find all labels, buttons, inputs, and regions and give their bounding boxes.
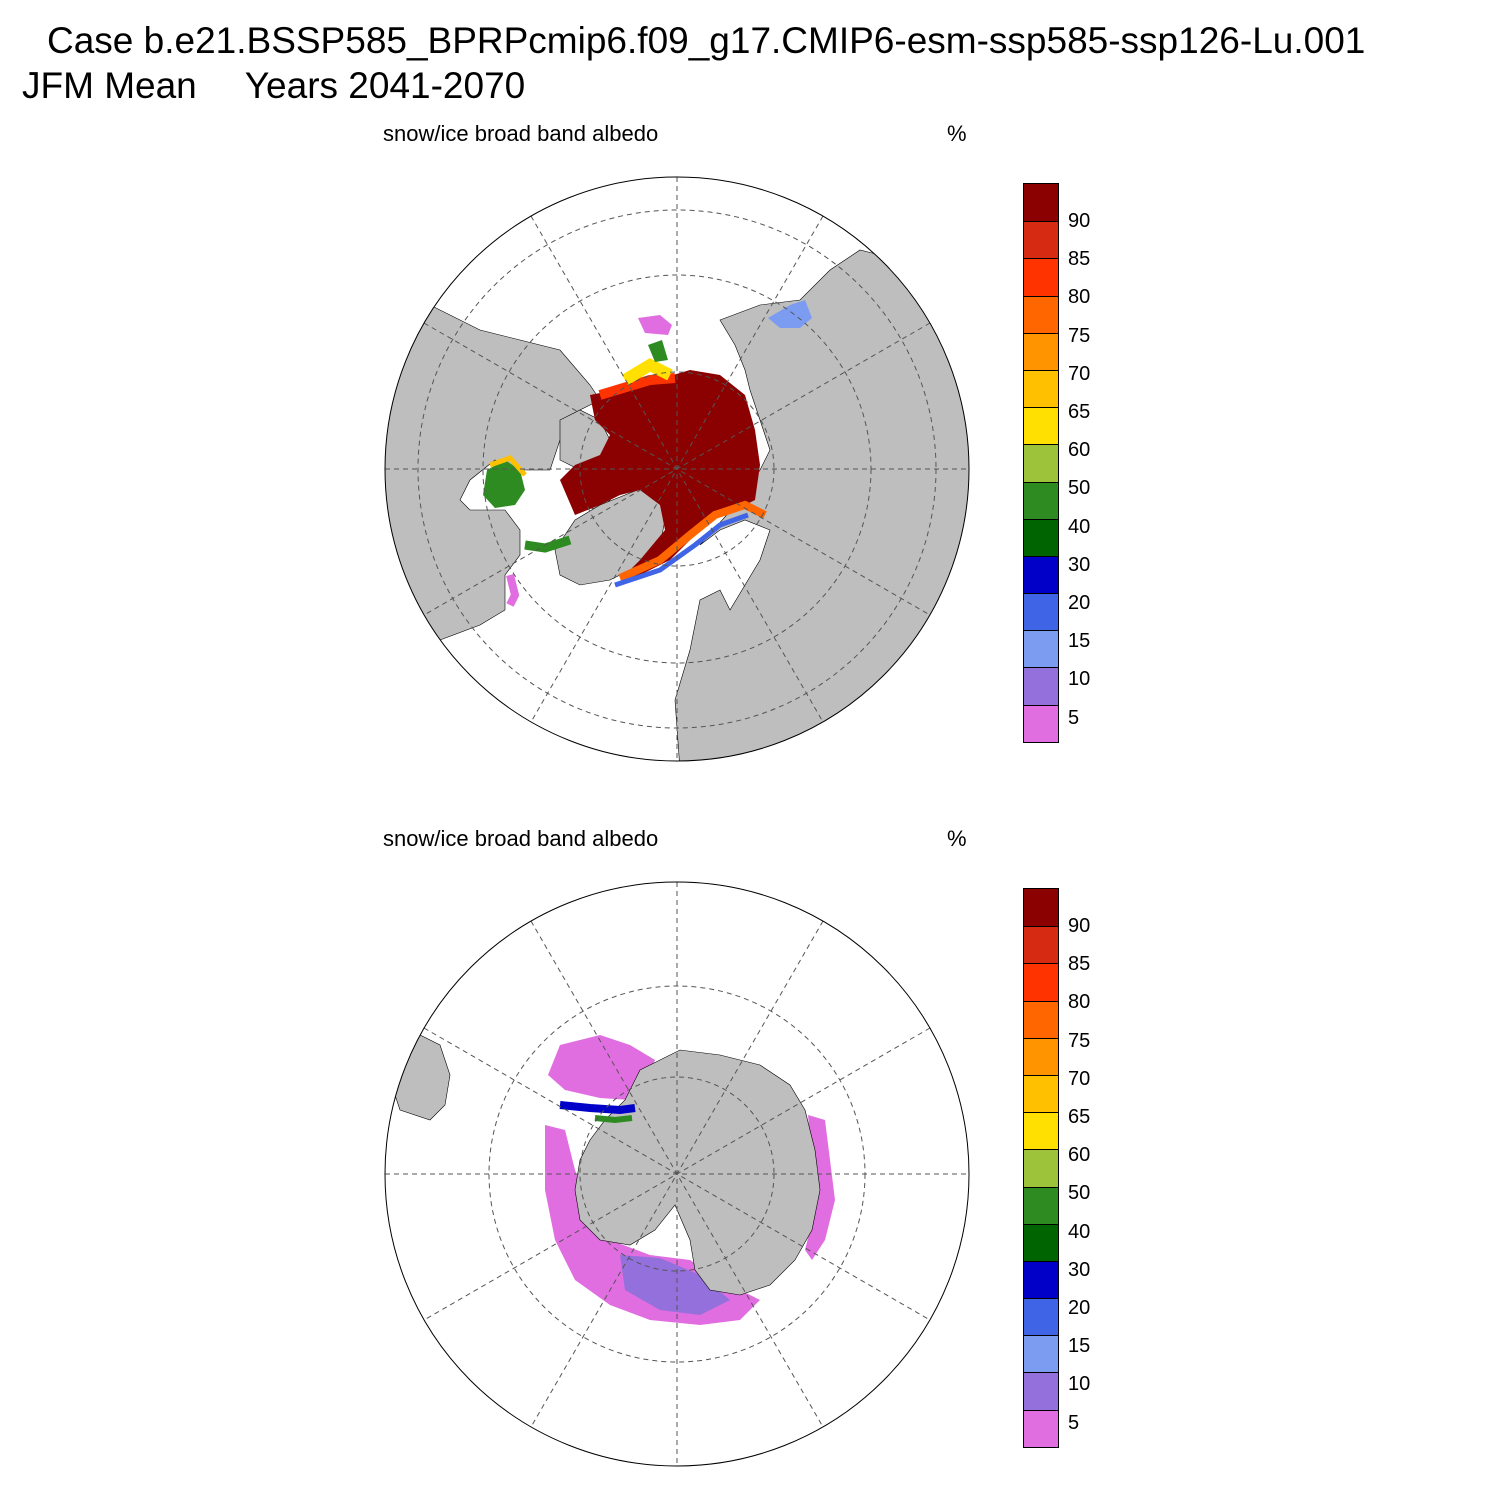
colorbar-tick-label: 75 (1068, 1029, 1091, 1052)
north-colorbar (1023, 183, 1059, 743)
colorbar-tick-label: 30 (1068, 553, 1091, 576)
south-colorbar-swatch (1024, 889, 1058, 927)
north-ice-edge-labrador (524, 535, 572, 553)
colorbar-tick-label: 85 (1068, 248, 1091, 271)
colorbar-tick-label: 90 (1068, 915, 1091, 937)
colorbar-tick-label: 50 (1068, 477, 1091, 500)
colorbar-tick-label: 75 (1068, 324, 1091, 347)
south-colorbar-swatch (1024, 1149, 1058, 1187)
north-colorbar-swatch (1024, 295, 1058, 333)
south-ice-weddell (548, 1035, 655, 1100)
south-colorbar-swatch (1024, 1074, 1058, 1113)
north-panel-units: % (947, 121, 967, 146)
years-label: Years 2041-2070 (244, 65, 526, 106)
south-panel-title: snow/ice broad band albedo (383, 826, 659, 851)
south-ice-weddell-band (559, 1101, 636, 1115)
north-colorbar-swatch (1024, 593, 1058, 631)
north-land-north-america (385, 299, 601, 641)
north-colorbar-swatch (1024, 407, 1058, 445)
south-colorbar-swatch (1024, 963, 1058, 1001)
south-colorbar-swatch (1024, 1000, 1058, 1038)
south-colorbar-swatch (1024, 1186, 1058, 1224)
colorbar-tick-label: 15 (1068, 630, 1091, 653)
colorbar-tick-label: 5 (1068, 1411, 1080, 1434)
sub-title: JFM Mean Years 2041-2070 (22, 65, 525, 107)
colorbar-tick-label: 20 (1068, 592, 1091, 614)
north-map-border (384, 176, 970, 762)
colorbar-tick-label: 80 (1068, 286, 1091, 309)
colorbar-tick-label: 70 (1068, 362, 1091, 385)
north-ice-edge-yellow (621, 358, 673, 386)
south-colorbar-swatch (1024, 1223, 1058, 1261)
north-ice-bering (638, 315, 672, 335)
south-ice-weddell-green (594, 1115, 633, 1124)
colorbar-tick-label: 15 (1068, 1335, 1091, 1358)
south-colorbar-swatch (1024, 1409, 1058, 1447)
south-land-antarctica (574, 1049, 821, 1296)
south-graticule (385, 882, 969, 1466)
north-ice-hudson-bay (483, 460, 525, 508)
colorbar-tick-label: 5 (1068, 706, 1080, 729)
north-colorbar-swatch (1024, 332, 1058, 370)
south-ice-ross (620, 1255, 730, 1315)
north-colorbar-swatch (1024, 630, 1058, 668)
colorbar-tick-label: 10 (1068, 1373, 1091, 1396)
north-ice-edge-labrador-pink (506, 574, 520, 607)
colorbar-tick-label: 90 (1068, 210, 1091, 232)
north-colorbar-swatch (1024, 704, 1058, 742)
north-colorbar-swatch (1024, 258, 1058, 296)
north-colorbar-swatch (1024, 481, 1058, 519)
north-panel-title: snow/ice broad band albedo (383, 121, 659, 146)
north-colorbar-swatch (1024, 555, 1058, 594)
south-colorbar-swatch (1024, 1260, 1058, 1299)
south-land-south-america (389, 1034, 451, 1121)
colorbar-tick-label: 30 (1068, 1258, 1091, 1281)
colorbar-tick-label: 65 (1068, 1106, 1091, 1128)
south-map-border (384, 881, 970, 1467)
north-colorbar-swatch (1024, 184, 1058, 222)
colorbar-tick-label: 20 (1068, 1297, 1091, 1319)
south-colorbar-swatch (1024, 1335, 1058, 1373)
south-colorbar (1023, 888, 1059, 1448)
colorbar-tick-label: 40 (1068, 515, 1091, 538)
north-graticule (385, 177, 969, 761)
colorbar-tick-label: 40 (1068, 1220, 1091, 1243)
south-colorbar-swatch (1024, 1298, 1058, 1336)
north-colorbar-swatch (1024, 221, 1058, 259)
colorbar-tick-label: 85 (1068, 953, 1091, 976)
south-colorbar-swatch (1024, 1112, 1058, 1150)
north-colorbar-swatch (1024, 369, 1058, 408)
south-colorbar-swatch (1024, 1372, 1058, 1410)
south-panel-units: % (947, 826, 967, 851)
south-polar-map (384, 881, 970, 1467)
north-ice-edge-atlantic-blue (614, 512, 749, 588)
colorbar-tick-label: 60 (1068, 1144, 1091, 1167)
colorbar-tick-label: 60 (1068, 439, 1091, 462)
colorbar-tick-label: 70 (1068, 1067, 1091, 1090)
north-colorbar-swatch (1024, 518, 1058, 556)
colorbar-tick-label: 50 (1068, 1182, 1091, 1205)
north-colorbar-swatch (1024, 444, 1058, 482)
north-colorbar-swatch (1024, 667, 1058, 705)
colorbar-tick-label: 65 (1068, 401, 1091, 423)
case-title: Case b.e21.BSSP585_BPRPcmip6.f09_g17.CMI… (47, 20, 1366, 61)
north-polar-map (384, 176, 970, 762)
north-ice-core (560, 370, 760, 580)
north-ice-okhotsk (768, 300, 812, 328)
south-colorbar-swatch (1024, 1037, 1058, 1075)
south-colorbar-swatch (1024, 926, 1058, 964)
season-label: JFM Mean (22, 65, 197, 106)
north-ice-edge-atlantic (618, 500, 767, 582)
colorbar-tick-label: 10 (1068, 668, 1091, 691)
colorbar-tick-label: 80 (1068, 991, 1091, 1014)
north-ice-chukchi (648, 340, 668, 362)
